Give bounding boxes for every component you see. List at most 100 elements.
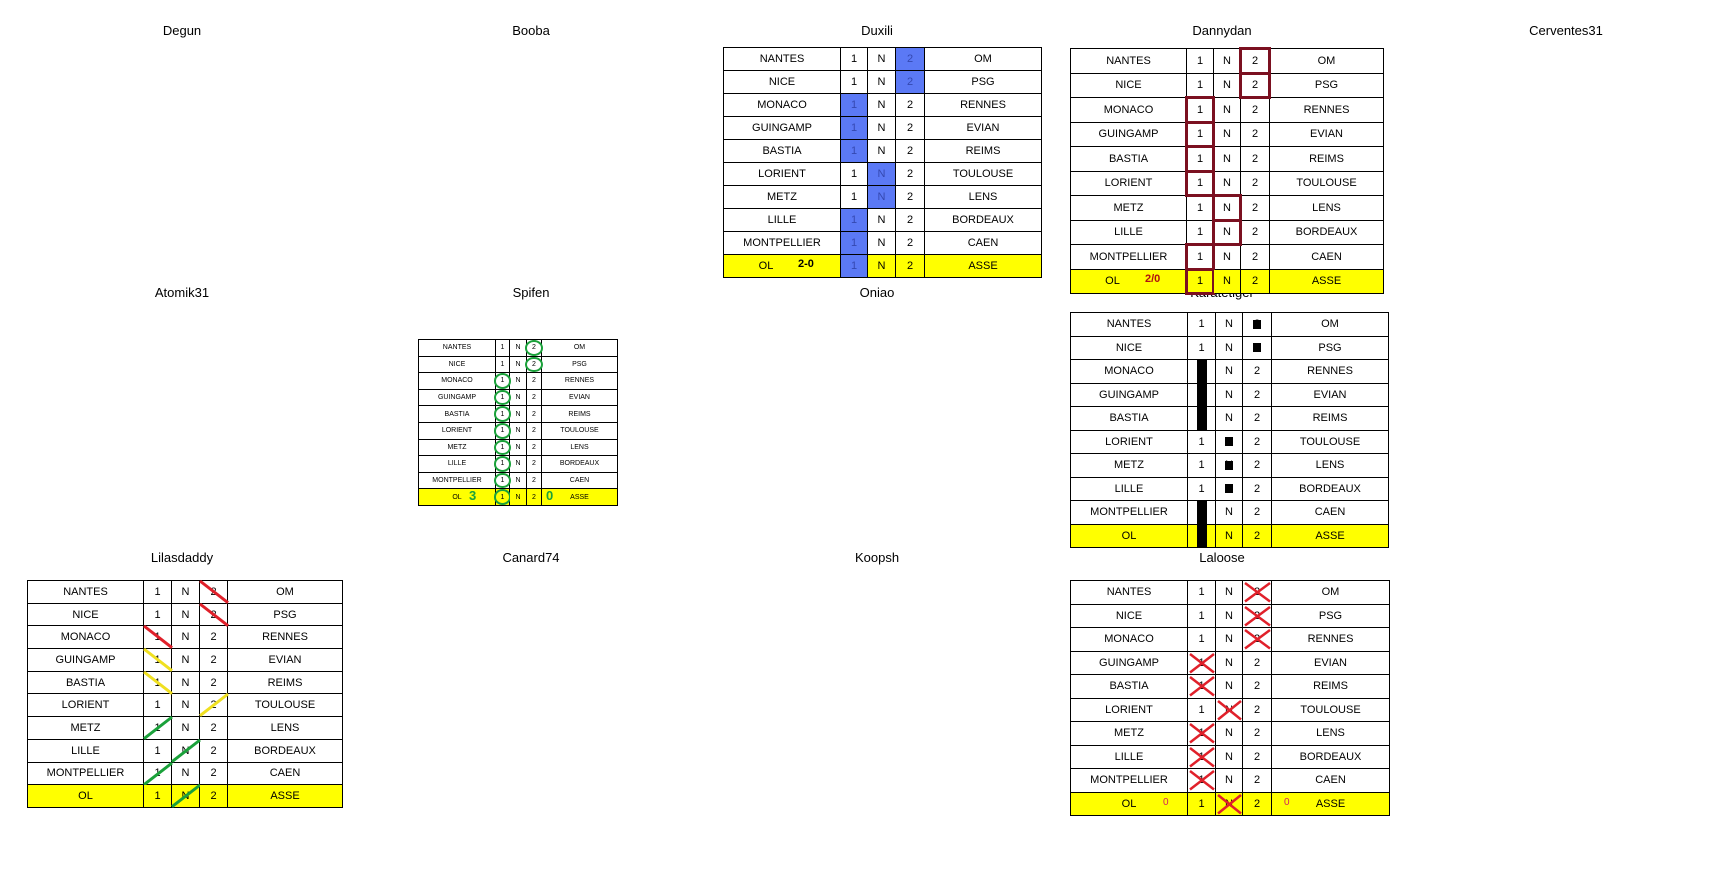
option-n: N [1215,603,1243,628]
score-home: 3 [469,488,477,504]
home-team-label: LORIENT [758,168,806,180]
option-1: 1 [1185,243,1215,271]
score-away: 0 [546,488,554,504]
pick-box [1239,71,1271,99]
option-1: 1 [840,185,868,209]
option-n: N [867,116,896,140]
option-1: 1 [1187,791,1216,816]
home-team-label: MONACO [1104,365,1154,378]
home-team: MONACO [1070,97,1187,123]
option-1: 1 [1187,697,1216,722]
option-1: 1 [494,421,511,440]
option-1: 1 [1187,580,1216,605]
home-team: NICE [27,602,144,627]
option-2-label: 2 [1253,750,1261,763]
away-team: REIMS [1269,146,1384,172]
option-1: 1 [143,715,173,741]
option-1-label: 1 [850,53,858,65]
option-n-label: N [515,443,521,451]
option-n: N [171,693,200,718]
option-n-label: N [1225,586,1233,599]
option-n-label: N [1223,54,1231,67]
option-2-label: 2 [210,608,217,621]
match-row: NICE 1 N2 PSG [1070,335,1389,360]
home-team: BASTIA [1070,674,1188,699]
away-team-label: PSG [1318,609,1343,622]
option-2-label: 2 [532,377,536,385]
final-match-row: OL 0 1 N 2 ASSE 0 [1070,791,1390,816]
away-team: REIMS [227,670,343,695]
final-match-row: OL 1N 2 ASSE [1070,523,1389,548]
option-1: 1 [1187,382,1216,407]
player-name-dannydan: Dannydan [1192,23,1252,38]
option-n-label: N [1225,609,1233,622]
away-team-label: PSG [273,608,297,621]
away-team: BORDEAUX [541,455,618,473]
option-1: 1 [494,405,511,423]
option-n: N [1215,744,1243,769]
away-team-label: REIMS [965,145,1001,157]
home-team-label: MONTPELLIER [1090,506,1168,519]
home-team-label: NANTES [1106,54,1151,67]
away-team: PSG [227,602,343,627]
option-n: N [171,738,201,763]
away-team-label: LENS [1315,459,1345,472]
option-1-label: 1 [1196,152,1204,165]
pick-box [1185,169,1215,197]
option-2: 2 [895,70,925,94]
option-1: 1 [1187,312,1216,337]
option-1: 1 [840,139,868,163]
option-n: N [509,339,527,357]
final-match-row: OL 3 1 N 2 ASSE 0 [418,488,618,506]
option-2-label: 2 [906,122,914,134]
away-team: BORDEAUX [1271,476,1389,501]
option-1-label: 1 [1198,727,1205,740]
option-2-label: 2 [906,260,914,272]
option-1: 1 [840,70,868,94]
home-team-label: LORIENT [1105,703,1153,716]
pick-block [1196,383,1207,406]
player-name-duxili: Duxili [861,23,893,38]
option-1: 1 [143,738,172,763]
option-n: N [171,761,200,786]
home-team-label: NANTES [63,585,108,598]
match-row: GUINGAMP 1 N 2 EVIAN [1070,120,1384,148]
away-team: PSG [1269,72,1384,98]
option-1-label: 1 [1196,54,1204,67]
score-prediction: 2/0 [1145,272,1161,285]
player-name-atomik31: Atomik31 [154,285,210,300]
home-team-label: METZ [767,191,797,203]
option-n: N [1212,218,1242,246]
score-away: 0 [1284,796,1290,808]
pick-block [1225,484,1233,494]
home-team: OL [27,784,144,808]
option-n-label: N [515,410,521,418]
option-1-label: 1 [500,360,505,368]
option-1: 1 [1185,120,1215,148]
option-1: 1 [1185,169,1215,197]
home-team-label: NICE [1115,79,1142,92]
home-team-label: OL [452,493,462,501]
pick-box [1212,218,1242,246]
pick-circle [494,389,511,406]
away-team-label: PSG [971,76,995,88]
option-2: 2 [199,693,229,718]
away-team: RENNES [1271,359,1389,384]
option-n: N [509,355,527,374]
home-team: BASTIA [1070,146,1187,172]
option-1: 1 [1187,429,1216,454]
home-team-label: LILLE [1114,226,1143,239]
option-2-label: 2 [1251,275,1259,288]
option-2: 2 [895,93,925,117]
away-team: CAEN [924,231,1042,255]
away-team-label: LENS [270,721,300,734]
away-team-label: RENNES [262,631,308,644]
option-n-label: N [1223,128,1231,141]
option-2: 2 [1240,244,1270,270]
home-team: NICE [1070,72,1187,98]
